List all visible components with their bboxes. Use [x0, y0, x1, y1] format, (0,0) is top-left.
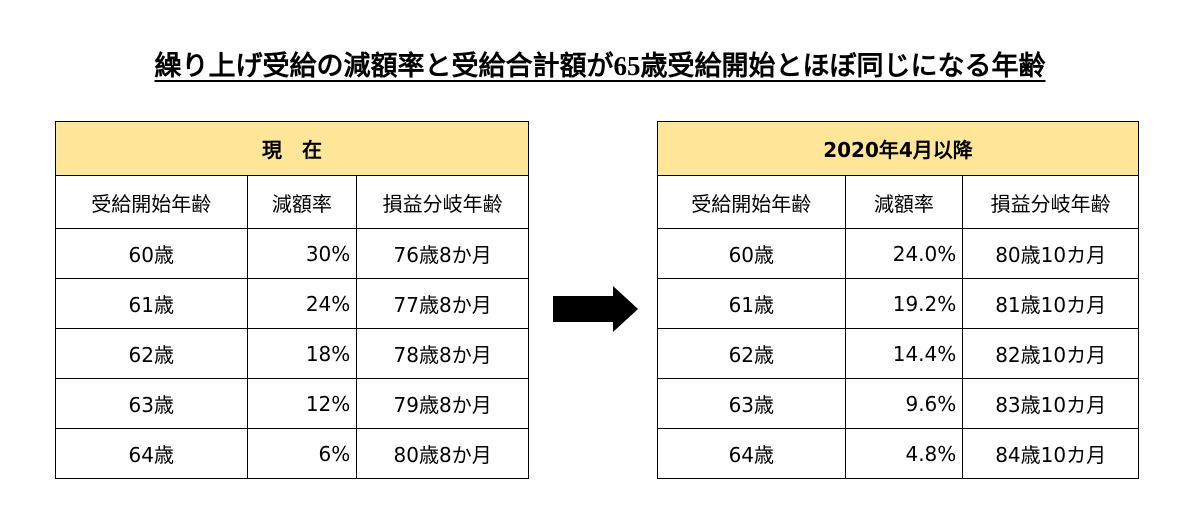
table-cell: 64歳	[55, 428, 248, 479]
column-header: 損益分岐年齢	[962, 175, 1139, 229]
column-header: 減額率	[246, 175, 358, 229]
table-cell: 62歳	[55, 328, 248, 379]
title: 繰り上げ受給の減額率と受給合計額が65歳受給開始とほぼ同じになる年齢	[154, 51, 1046, 81]
table-row: 62歳 14.4% 82歳10カ月	[657, 328, 1139, 379]
header-row: 受給開始年齢 減額率 損益分岐年齢	[657, 175, 1139, 229]
table-cell: 82歳10カ月	[962, 328, 1139, 379]
column-header: 損益分岐年齢	[356, 175, 529, 229]
column-header: 受給開始年齢	[657, 175, 846, 229]
table-cell: 84歳10カ月	[962, 428, 1139, 479]
table-row: 64歳 4.8% 84歳10カ月	[657, 428, 1139, 479]
table-row: 62歳 18% 78歳8か月	[55, 328, 529, 379]
arrow	[553, 286, 638, 332]
table-cell: 80歳8か月	[356, 428, 529, 479]
table-cell: 63歳	[657, 378, 846, 429]
table-cell: 24.0%	[844, 228, 964, 279]
table-cell: 63歳	[55, 378, 248, 429]
table-row: 61歳 24% 77歳8か月	[55, 278, 529, 329]
table-row: 63歳 9.6% 83歳10カ月	[657, 378, 1139, 429]
table-caption: 2020年4月以降	[657, 121, 1139, 176]
table-cell: 12%	[246, 378, 358, 429]
header-row: 受給開始年齢 減額率 損益分岐年齢	[55, 175, 529, 229]
table-row: 63歳 12% 79歳8か月	[55, 378, 529, 429]
column-header: 受給開始年齢	[55, 175, 248, 229]
table-cell: 60歳	[55, 228, 248, 279]
table-cell: 80歳10カ月	[962, 228, 1139, 279]
table-cell: 83歳10カ月	[962, 378, 1139, 429]
table-cell: 76歳8か月	[356, 228, 529, 279]
table-cell: 4.8%	[844, 428, 964, 479]
table-cell: 81歳10カ月	[962, 278, 1139, 329]
table-row: 61歳 19.2% 81歳10カ月	[657, 278, 1139, 329]
table: 2020年4月以降 受給開始年齢 減額率 損益分岐年齢 60歳 24.0% 80歳10カ月 6…	[657, 121, 1139, 479]
table-cell: 19.2%	[844, 278, 964, 329]
table-caption: 現 在	[55, 121, 529, 176]
table-cell: 24%	[246, 278, 358, 329]
table-cell: 77歳8か月	[356, 278, 529, 329]
table-cell: 61歳	[657, 278, 846, 329]
table-cell: 30%	[246, 228, 358, 279]
caption-row: 2020年4月以降	[657, 121, 1139, 176]
table: 現 在受給開始年齢 減額率 損益分岐年齢 60歳 30% 76歳8か月 61歳 24% 77歳8…	[55, 121, 529, 479]
table-cell: 60歳	[657, 228, 846, 279]
table-row: 60歳 30% 76歳8か月	[55, 228, 529, 279]
table-cell: 78歳8か月	[356, 328, 529, 379]
table-cell: 79歳8か月	[356, 378, 529, 429]
table-cell: 14.4%	[844, 328, 964, 379]
table-cell: 9.6%	[844, 378, 964, 429]
column-header: 減額率	[844, 175, 964, 229]
table-row: 60歳 24.0% 80歳10カ月	[657, 228, 1139, 279]
table-cell: 18%	[246, 328, 358, 379]
table-cell: 62歳	[657, 328, 846, 379]
table-cell: 6%	[246, 428, 358, 479]
table-cell: 61歳	[55, 278, 248, 329]
table-row: 64歳 6% 80歳8か月	[55, 428, 529, 479]
table-cell: 64歳	[657, 428, 846, 479]
caption-row: 現 在	[55, 121, 529, 176]
